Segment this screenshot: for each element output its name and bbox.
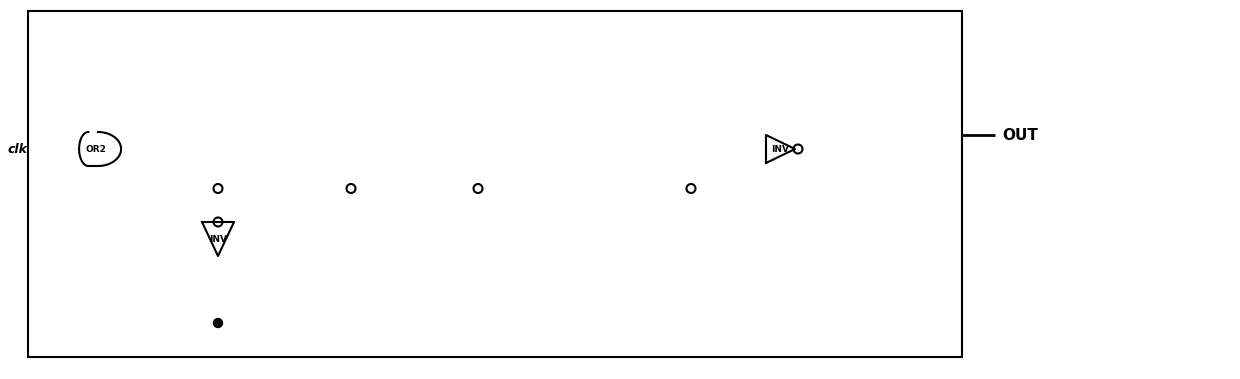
- Bar: [305, 115, 397, 183]
- Bar: [852, 121, 940, 193]
- Text: CP: CP: [652, 135, 663, 144]
- Text: 2: 2: [346, 92, 356, 106]
- Text: clk: clk: [7, 143, 29, 155]
- Text: INV: INV: [210, 235, 227, 243]
- Text: RN: RN: [684, 158, 698, 168]
- Text: CP: CP: [439, 135, 450, 144]
- Text: Tfprn: Tfprn: [203, 134, 233, 144]
- Polygon shape: [79, 132, 122, 166]
- Text: IN: IN: [210, 347, 227, 361]
- Text: CP: CP: [312, 135, 324, 144]
- Bar: [172, 115, 264, 183]
- Polygon shape: [202, 222, 234, 256]
- Text: SEL: SEL: [859, 175, 875, 185]
- Text: Tfprn: Tfprn: [463, 134, 494, 144]
- Text: RN: RN: [211, 158, 226, 168]
- Text: 3: 3: [474, 92, 482, 106]
- Bar: [432, 115, 525, 183]
- Bar: [29, 11, 962, 357]
- Bar: [645, 115, 737, 183]
- Polygon shape: [766, 135, 795, 163]
- Text: n: n: [686, 92, 696, 106]
- Text: RN: RN: [471, 158, 485, 168]
- Text: 1: 1: [213, 92, 223, 106]
- Text: D1: D1: [859, 152, 872, 161]
- Text: SEL: SEL: [532, 345, 560, 359]
- Text: Tfprn: Tfprn: [676, 134, 706, 144]
- Text: . . . . .: . . . . .: [562, 142, 608, 156]
- Text: RN: RN: [343, 158, 358, 168]
- Text: D0: D0: [859, 130, 872, 139]
- Circle shape: [213, 318, 222, 327]
- Text: Q: Q: [723, 135, 730, 144]
- Text: OR2: OR2: [86, 144, 107, 153]
- Text: QN: QN: [243, 135, 257, 144]
- Text: OUT: OUT: [1002, 127, 1038, 143]
- Text: CP: CP: [179, 135, 191, 144]
- Text: Tfprn: Tfprn: [336, 134, 366, 144]
- Text: QN: QN: [503, 135, 517, 144]
- Text: MUX21: MUX21: [888, 152, 926, 162]
- Text: QN: QN: [376, 135, 391, 144]
- Text: INV: INV: [771, 144, 789, 153]
